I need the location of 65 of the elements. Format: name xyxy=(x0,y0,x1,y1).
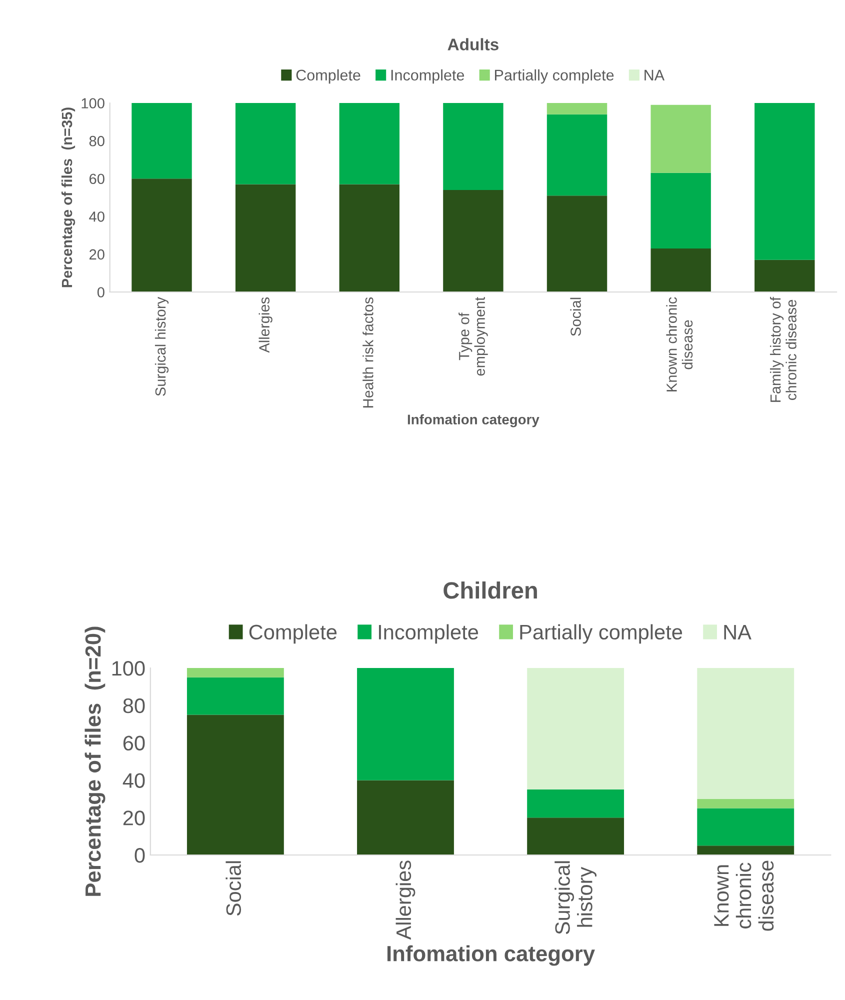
bar xyxy=(186,714,284,855)
y-tick-label: 20 xyxy=(90,249,104,260)
legend-label: Complete xyxy=(296,69,360,84)
chart-title: Adults xyxy=(448,38,498,50)
x-tick-label: Type of employment xyxy=(458,296,488,376)
y-tick-label: 40 xyxy=(122,773,145,788)
bar xyxy=(186,677,284,715)
y-tick-label: 80 xyxy=(89,136,104,146)
x-tick-label: Surgical history xyxy=(154,296,169,396)
bar xyxy=(650,172,711,249)
x-tick-label: Family history of chronic disease xyxy=(770,296,796,402)
bar xyxy=(235,184,296,292)
x-tick-label: Social xyxy=(570,298,581,336)
bar xyxy=(527,668,624,790)
bar xyxy=(546,103,608,114)
y-tick-label: 100 xyxy=(112,661,145,676)
bar xyxy=(697,808,794,846)
x-tick-label: Allergies xyxy=(258,297,272,353)
y-axis-title: Percentage of files (n=20) xyxy=(84,626,106,896)
x-tick-label: Surgical history xyxy=(554,861,596,934)
legend-label: Complete xyxy=(249,624,337,644)
bar xyxy=(527,818,624,855)
y-tick-label: 80 xyxy=(123,698,145,714)
x-tick-label: Allergies xyxy=(396,860,416,940)
y-tick-label: 20 xyxy=(123,810,145,826)
legend-label: Partially complete xyxy=(495,69,614,84)
bar xyxy=(754,103,815,260)
chart-title: Children xyxy=(444,581,537,599)
y-tick-label: 40 xyxy=(89,212,104,222)
bar xyxy=(697,798,794,808)
bar xyxy=(132,178,192,292)
bar xyxy=(650,104,711,173)
bar xyxy=(443,103,504,190)
bar xyxy=(339,103,400,184)
bar xyxy=(546,114,608,196)
bar xyxy=(186,668,284,678)
y-tick-label: 0 xyxy=(134,848,145,863)
bar xyxy=(339,184,400,292)
legend-label: NA xyxy=(724,624,752,640)
x-tick-label: Social xyxy=(226,861,242,916)
bar xyxy=(546,196,608,292)
x-tick-label: Known chronic disease xyxy=(714,860,774,931)
y-tick-label: 60 xyxy=(123,736,145,751)
bar xyxy=(357,780,454,855)
x-tick-label: Health risk factos xyxy=(362,297,374,408)
bar xyxy=(697,668,794,799)
x-tick-label: Known chronic disease xyxy=(666,297,693,392)
legend-label: Partially complete xyxy=(520,624,682,644)
bar xyxy=(443,190,504,292)
x-axis-title: Infomation category xyxy=(387,945,595,966)
bar xyxy=(132,103,192,179)
y-tick-label: 0 xyxy=(97,287,104,298)
legend-label: NA xyxy=(644,70,665,80)
bar xyxy=(754,260,815,292)
bar xyxy=(697,846,794,855)
bar xyxy=(527,790,624,818)
y-tick-label: 60 xyxy=(90,174,104,184)
bar xyxy=(357,668,454,780)
bar xyxy=(235,103,296,184)
legend-label: Incomplete xyxy=(378,624,478,644)
y-tick-label: 100 xyxy=(82,98,104,108)
bar xyxy=(650,248,711,292)
legend-label: Incomplete xyxy=(391,69,464,84)
y-axis-title: Percentage of files (n=35) xyxy=(61,108,76,288)
x-axis-title: Infomation category xyxy=(408,414,540,428)
